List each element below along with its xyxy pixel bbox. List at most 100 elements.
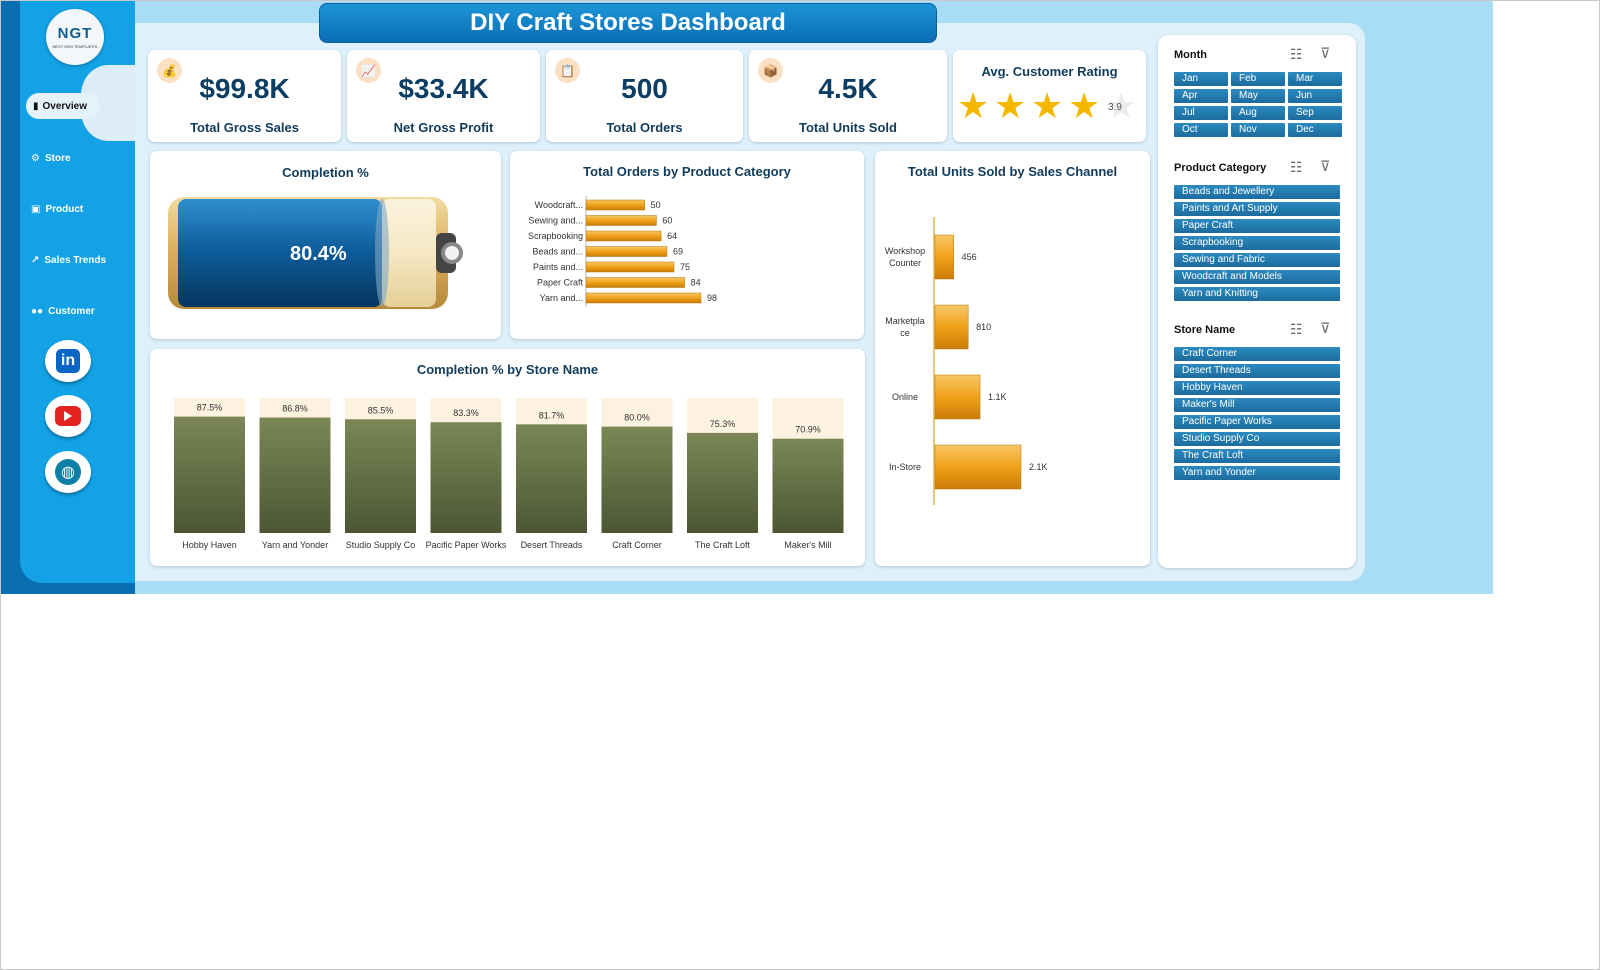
nav-item-product[interactable]: ▣ Product xyxy=(31,204,83,215)
category-tick-label: The Craft Loft xyxy=(695,540,751,550)
month-chip[interactable]: Nov xyxy=(1231,123,1285,137)
data-label: 85.5% xyxy=(368,405,394,415)
bar xyxy=(585,230,662,242)
data-label: 69 xyxy=(673,247,683,257)
category-tick-label: Paper Craft xyxy=(537,278,584,288)
month-chip[interactable]: Dec xyxy=(1288,123,1342,137)
clear-filter-icon[interactable]: ⊽ xyxy=(1320,45,1331,61)
store-chip[interactable]: Studio Supply Co xyxy=(1174,432,1340,446)
data-label: 75 xyxy=(680,262,690,272)
store-chip[interactable]: Hobby Haven xyxy=(1174,381,1340,395)
month-chip[interactable]: Oct xyxy=(1174,123,1228,137)
category-chip[interactable]: Scrapbooking xyxy=(1174,236,1340,250)
logo-text: NGT xyxy=(57,25,93,42)
nav-item-store[interactable]: ⚙ Store xyxy=(31,153,71,164)
month-chip[interactable]: Aug xyxy=(1231,106,1285,120)
category-tick-label: Marketpla ce xyxy=(885,316,925,338)
line-chart-icon: ↗ xyxy=(31,255,40,266)
kpi-card-total-orders: 📋 500 Total Orders xyxy=(546,50,743,142)
month-chip[interactable]: Sep xyxy=(1288,106,1342,120)
month-chip[interactable]: Apr xyxy=(1174,89,1228,103)
category-tick-label: Desert Threads xyxy=(521,540,583,550)
kpi-label: Total Gross Sales xyxy=(190,120,299,135)
nav-item-customer[interactable]: ●● Customer xyxy=(31,306,95,317)
linkedin-button[interactable]: in xyxy=(45,340,91,382)
logo-subtext: NEXT GEN TEMPLATES xyxy=(52,44,98,49)
logo: NGT NEXT GEN TEMPLATES xyxy=(46,9,104,65)
store-chip[interactable]: Yarn and Yonder xyxy=(1174,466,1340,480)
category-tick-label: Beads and... xyxy=(532,247,583,257)
nav-item-sales-trends[interactable]: ↗ Sales Trends xyxy=(31,255,106,266)
bar xyxy=(934,374,981,420)
kpi-label: Total Orders xyxy=(606,120,683,135)
category-tick-label: Online xyxy=(892,392,918,402)
dashboard-title: DIY Craft Stores Dashboard xyxy=(470,9,786,36)
kpi-label: Net Gross Profit xyxy=(393,120,494,135)
category-tick-label: Studio Supply Co xyxy=(346,540,416,550)
bar xyxy=(430,422,502,533)
slicer-panel: Month ☷ ⊽ Jan Feb Mar Apr May Jun Jul Aug Sep Oct… xyxy=(1158,35,1356,568)
bar xyxy=(772,438,844,533)
kpi-value: $33.4K xyxy=(398,73,489,104)
nav-label: Product xyxy=(45,204,84,215)
bar xyxy=(174,416,245,533)
nav-label: Sales Trends xyxy=(44,255,107,266)
slicer-title-month: Month xyxy=(1174,49,1207,61)
kpi-value: $99.8K xyxy=(199,73,290,104)
battery-empty xyxy=(382,199,436,307)
data-label: 84 xyxy=(691,278,701,288)
multi-select-icon[interactable]: ☷ xyxy=(1290,159,1303,175)
data-label: 60 xyxy=(662,216,672,226)
bar xyxy=(585,277,685,288)
month-chip[interactable]: Feb xyxy=(1231,72,1285,86)
clear-filter-icon[interactable]: ⊽ xyxy=(1320,320,1331,336)
category-tick-label: Maker's Mill xyxy=(784,540,831,550)
store-chip[interactable]: Pacific Paper Works xyxy=(1174,415,1340,429)
category-chip[interactable]: Yarn and Knitting xyxy=(1174,287,1340,301)
nav-item-overview[interactable]: ▮ Overview xyxy=(26,93,100,119)
category-chip[interactable]: Paper Craft xyxy=(1174,219,1340,233)
kpi-card-units-sold: 📦 4.5K Total Units Sold xyxy=(749,50,947,142)
data-label: 1.1K xyxy=(988,392,1007,402)
data-label: 75.3% xyxy=(710,419,736,429)
website-button[interactable]: ◍ xyxy=(45,451,91,493)
rating-card: Avg. Customer Rating ★ ★ ★ ★ ★ 3.9 xyxy=(953,50,1146,142)
month-chip[interactable]: Jul xyxy=(1174,106,1228,120)
youtube-button[interactable] xyxy=(45,395,91,437)
nav-label: Store xyxy=(44,153,71,164)
store-chip[interactable]: Craft Corner xyxy=(1174,347,1340,361)
money-bag-icon: 💰 xyxy=(157,58,182,83)
units-chart-title: Total Units Sold by Sales Channel xyxy=(907,164,1118,179)
multi-select-icon[interactable]: ☷ xyxy=(1290,321,1303,337)
month-chip[interactable]: Mar xyxy=(1288,72,1342,86)
box-icon: ▣ xyxy=(31,204,41,215)
bar xyxy=(585,199,645,211)
units-by-channel-chart: Workshop Counter 456 Marketpla ce 810 Online 1.… xyxy=(885,217,1048,505)
data-label: 810 xyxy=(976,322,991,332)
multi-select-icon[interactable]: ☷ xyxy=(1290,46,1303,62)
category-chip[interactable]: Woodcraft and Models xyxy=(1174,270,1340,284)
category-chip[interactable]: Paints and Art Supply xyxy=(1174,202,1340,216)
month-chip[interactable]: Jan xyxy=(1174,72,1228,86)
slicer-title-store: Store Name xyxy=(1174,324,1236,336)
month-chip[interactable]: Jun xyxy=(1288,89,1342,103)
orders-by-category-card: Total Orders by Product Category Woodcra… xyxy=(510,151,864,339)
category-chip[interactable]: Beads and Jewellery xyxy=(1174,185,1340,199)
kpi-card-gross-sales: 💰 $99.8K Total Gross Sales xyxy=(148,50,341,142)
completion-title: Completion % xyxy=(282,165,369,180)
store-chip[interactable]: Maker's Mill xyxy=(1174,398,1340,412)
store-chip[interactable]: The Craft Loft xyxy=(1174,449,1340,463)
star-icon: ★ xyxy=(1068,85,1101,126)
data-label: 83.3% xyxy=(453,408,479,418)
clear-filter-icon[interactable]: ⊽ xyxy=(1320,158,1331,174)
bar xyxy=(934,234,954,280)
month-chip[interactable]: May xyxy=(1231,89,1285,103)
slicer-title-category: Product Category xyxy=(1174,162,1267,174)
title-bar: DIY Craft Stores Dashboard xyxy=(319,3,937,43)
category-chip[interactable]: Sewing and Fabric xyxy=(1174,253,1340,267)
completion-value: 80.4% xyxy=(290,243,347,265)
data-label: 80.0% xyxy=(624,413,650,423)
category-tick-label: Scrapbooking xyxy=(528,231,583,241)
data-label: 98 xyxy=(707,293,717,303)
store-chip[interactable]: Desert Threads xyxy=(1174,364,1340,378)
